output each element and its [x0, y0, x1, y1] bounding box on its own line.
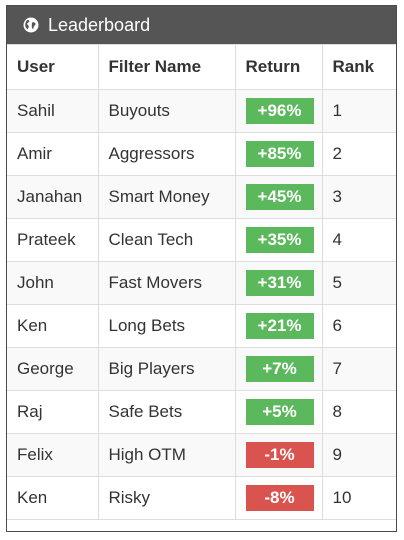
return-badge: +45%	[245, 184, 314, 210]
rank-cell: 2	[321, 132, 396, 176]
rank-cell: 1	[321, 89, 396, 133]
globe-icon	[23, 17, 39, 33]
filter-name-cell: Smart Money	[97, 175, 236, 219]
rank-cell: 10	[321, 476, 396, 520]
rank-cell: 8	[321, 390, 396, 434]
return-badge: +5%	[245, 399, 314, 425]
return-badge: -8%	[245, 485, 314, 511]
filter-name-cell: Fast Movers	[97, 261, 236, 305]
user-cell: Raj	[7, 390, 99, 434]
return-cell: +31%	[234, 261, 323, 305]
return-badge: -1%	[245, 442, 314, 468]
table-row: Raj Safe Bets +5% 8	[7, 390, 396, 434]
filter-name-cell: Safe Bets	[97, 390, 236, 434]
return-cell: +96%	[234, 89, 323, 133]
return-badge: +35%	[245, 227, 314, 253]
table-header-row: User Filter Name Return Rank	[7, 44, 396, 90]
return-cell: +21%	[234, 304, 323, 348]
filter-name-cell: Buyouts	[97, 89, 236, 133]
filter-name-cell: Long Bets	[97, 304, 236, 348]
user-cell: Janahan	[7, 175, 99, 219]
table-row: Janahan Smart Money +45% 3	[7, 175, 396, 219]
user-cell: Ken	[7, 476, 99, 520]
user-cell: John	[7, 261, 99, 305]
rank-cell: 5	[321, 261, 396, 305]
return-cell: +7%	[234, 347, 323, 391]
user-cell: Sahil	[7, 89, 99, 133]
rank-cell: 7	[321, 347, 396, 391]
return-cell: -1%	[234, 433, 323, 477]
column-header-user: User	[7, 44, 99, 90]
column-header-return: Return	[234, 44, 323, 90]
user-cell: Prateek	[7, 218, 99, 262]
return-badge: +21%	[245, 313, 314, 339]
table-row: Sahil Buyouts +96% 1	[7, 89, 396, 133]
table-row: Ken Long Bets +21% 6	[7, 304, 396, 348]
table-row: Felix High OTM -1% 9	[7, 433, 396, 477]
table-row: John Fast Movers +31% 5	[7, 261, 396, 305]
rank-cell: 6	[321, 304, 396, 348]
rank-cell: 4	[321, 218, 396, 262]
user-cell: Ken	[7, 304, 99, 348]
filter-name-cell: Aggressors	[97, 132, 236, 176]
return-cell: +85%	[234, 132, 323, 176]
return-badge: +31%	[245, 270, 314, 296]
table-row: Ken Risky -8% 10	[7, 476, 396, 520]
return-cell: +5%	[234, 390, 323, 434]
return-badge: +7%	[245, 356, 314, 382]
filter-name-cell: Risky	[97, 476, 236, 520]
leaderboard-table: User Filter Name Return Rank Sahil Buyou…	[7, 44, 396, 520]
filter-name-cell: High OTM	[97, 433, 236, 477]
table-row: Amir Aggressors +85% 2	[7, 132, 396, 176]
user-cell: George	[7, 347, 99, 391]
filter-name-cell: Clean Tech	[97, 218, 236, 262]
leaderboard-panel: Leaderboard User Filter Name Return Rank…	[6, 5, 397, 532]
column-header-rank: Rank	[321, 44, 396, 90]
return-cell: +35%	[234, 218, 323, 262]
return-badge: +96%	[245, 98, 314, 124]
user-cell: Felix	[7, 433, 99, 477]
return-badge: +85%	[245, 141, 314, 167]
return-cell: -8%	[234, 476, 323, 520]
column-header-filter-name: Filter Name	[97, 44, 236, 90]
table-row: George Big Players +7% 7	[7, 347, 396, 391]
filter-name-cell: Big Players	[97, 347, 236, 391]
panel-header: Leaderboard	[7, 6, 396, 44]
table-row: Prateek Clean Tech +35% 4	[7, 218, 396, 262]
panel-title: Leaderboard	[48, 14, 151, 35]
rank-cell: 3	[321, 175, 396, 219]
user-cell: Amir	[7, 132, 99, 176]
return-cell: +45%	[234, 175, 323, 219]
rank-cell: 9	[321, 433, 396, 477]
